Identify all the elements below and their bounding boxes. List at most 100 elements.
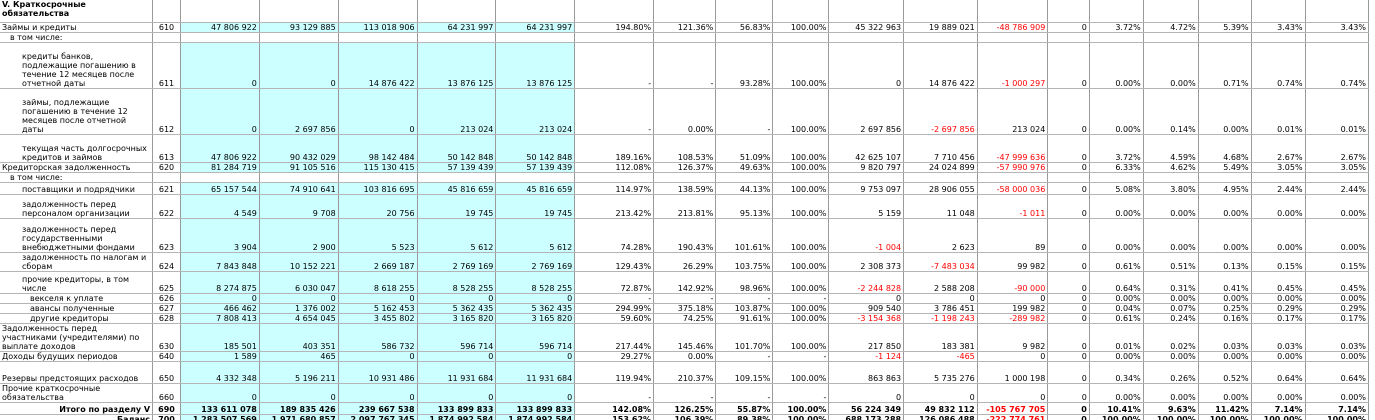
value-cell[interactable]: 4 549	[180, 194, 260, 219]
value-cell[interactable]: 0.00%	[1198, 383, 1252, 403]
value-cell[interactable]: 142.08%	[574, 401, 655, 415]
empty-cell[interactable]	[338, 172, 418, 183]
value-cell[interactable]: 863 863	[828, 361, 905, 384]
value-cell[interactable]: 145.46%	[653, 323, 717, 352]
value-cell[interactable]: 5.39%	[1198, 22, 1252, 33]
value-cell[interactable]: 0.45%	[1305, 271, 1370, 294]
value-cell[interactable]: 6.33%	[1089, 162, 1144, 173]
value-cell[interactable]: 113 018 906	[338, 22, 418, 33]
empty-cell[interactable]	[259, 32, 339, 43]
value-cell[interactable]: 100.00%	[772, 271, 830, 294]
value-cell[interactable]: -	[574, 42, 655, 89]
value-cell[interactable]: 0	[828, 383, 905, 403]
empty-cell[interactable]	[828, 172, 905, 183]
value-cell[interactable]: 3 165 820	[417, 313, 497, 324]
value-cell[interactable]: 0.29%	[1251, 303, 1306, 314]
value-cell[interactable]: 101.61%	[715, 218, 774, 253]
value-cell[interactable]: 65 157 544	[180, 182, 260, 195]
value-cell[interactable]: -2 244 828	[828, 271, 905, 294]
value-cell[interactable]: 7.14%	[1251, 401, 1306, 415]
value-cell[interactable]: 91.61%	[715, 313, 774, 324]
value-cell[interactable]: -1 011	[977, 194, 1049, 219]
value-cell[interactable]: 190.43%	[653, 218, 717, 253]
value-cell[interactable]: 91 105 516	[259, 162, 339, 173]
value-cell[interactable]: 0	[903, 293, 978, 304]
value-cell[interactable]: 0.64%	[1305, 361, 1370, 384]
value-cell[interactable]: 112.08%	[574, 162, 655, 173]
value-cell[interactable]: -222 774 761	[977, 414, 1049, 420]
value-cell[interactable]: -48 786 909	[977, 22, 1049, 33]
value-cell[interactable]: 100.00%	[1305, 414, 1370, 420]
value-cell[interactable]: 126.25%	[653, 401, 717, 415]
value-cell[interactable]: 10.41%	[1089, 401, 1144, 415]
value-cell[interactable]: 183 381	[903, 323, 978, 352]
empty-cell[interactable]	[1047, 32, 1090, 43]
value-cell[interactable]: 59.60%	[574, 313, 655, 324]
value-cell[interactable]: 2 697 856	[259, 88, 339, 135]
value-cell[interactable]: -465	[903, 351, 978, 362]
value-cell[interactable]: 49 832 112	[903, 401, 978, 415]
value-cell[interactable]: 0.74%	[1305, 42, 1370, 89]
empty-cell[interactable]	[828, 32, 905, 43]
value-cell[interactable]: 42 625 107	[828, 134, 905, 163]
value-cell[interactable]: 26.29%	[653, 252, 717, 272]
value-cell[interactable]: 0.07%	[1143, 303, 1199, 314]
value-cell[interactable]: 133 899 833	[417, 401, 497, 415]
value-cell[interactable]: 0	[1047, 252, 1090, 272]
value-cell[interactable]: 57 139 439	[417, 162, 497, 173]
value-cell[interactable]: 0.51%	[1143, 252, 1199, 272]
value-cell[interactable]: 0.00%	[1143, 293, 1199, 304]
value-cell[interactable]: 24 024 899	[903, 162, 978, 173]
value-cell[interactable]: 2.44%	[1305, 182, 1370, 195]
value-cell[interactable]: 0.01%	[1089, 323, 1144, 352]
value-cell[interactable]: 194.80%	[574, 22, 655, 33]
value-cell[interactable]: 0	[1047, 22, 1090, 33]
value-cell[interactable]: 74.25%	[653, 313, 717, 324]
value-cell[interactable]: 217.44%	[574, 323, 655, 352]
value-cell[interactable]: 100.00%	[772, 414, 830, 420]
value-cell[interactable]: 3.43%	[1251, 22, 1306, 33]
empty-cell[interactable]	[1089, 32, 1144, 43]
value-cell[interactable]: 0.14%	[1143, 88, 1199, 135]
value-cell[interactable]: 5 612	[417, 218, 497, 253]
value-cell[interactable]: 72.87%	[574, 271, 655, 294]
value-cell[interactable]: 56.83%	[715, 22, 774, 33]
value-cell[interactable]: 0.00%	[1143, 351, 1199, 362]
value-cell[interactable]: 45 816 659	[495, 182, 576, 195]
value-cell[interactable]: 81 284 719	[180, 162, 260, 173]
value-cell[interactable]: 0.64%	[1089, 271, 1144, 294]
value-cell[interactable]: 100.00%	[772, 134, 830, 163]
value-cell[interactable]: 3 165 820	[495, 313, 576, 324]
value-cell[interactable]: 0	[1047, 313, 1090, 324]
value-cell[interactable]: 0.16%	[1198, 313, 1252, 324]
value-cell[interactable]: -	[715, 383, 774, 403]
value-cell[interactable]: 0.34%	[1089, 361, 1144, 384]
value-cell[interactable]: 0	[903, 383, 978, 403]
empty-cell[interactable]	[1143, 172, 1199, 183]
value-cell[interactable]: 0	[180, 383, 260, 403]
value-cell[interactable]: 98 142 484	[338, 134, 418, 163]
value-cell[interactable]: -	[715, 293, 774, 304]
value-cell[interactable]: 0.00%	[1198, 293, 1252, 304]
empty-cell[interactable]	[495, 172, 576, 183]
value-cell[interactable]: 14 876 422	[338, 42, 418, 89]
value-cell[interactable]: 100.00%	[772, 401, 830, 415]
value-cell[interactable]: 596 714	[417, 323, 497, 352]
value-cell[interactable]: 0.52%	[1198, 361, 1252, 384]
value-cell[interactable]: 56 224 349	[828, 401, 905, 415]
value-cell[interactable]: 0.01%	[1305, 88, 1370, 135]
value-cell[interactable]: 5 196 211	[259, 361, 339, 384]
value-cell[interactable]: 11.42%	[1198, 401, 1252, 415]
value-cell[interactable]: 0	[338, 88, 418, 135]
value-cell[interactable]: 0	[417, 351, 497, 362]
value-cell[interactable]: 0	[495, 351, 576, 362]
value-cell[interactable]: 0	[180, 293, 260, 304]
value-cell[interactable]: 5 612	[495, 218, 576, 253]
value-cell[interactable]: 103 816 695	[338, 182, 418, 195]
value-cell[interactable]: 100.00%	[772, 313, 830, 324]
value-cell[interactable]: 199 982	[977, 303, 1049, 314]
value-cell[interactable]: 0.00%	[1251, 218, 1306, 253]
value-cell[interactable]: -2 697 856	[903, 88, 978, 135]
value-cell[interactable]: 64 231 997	[417, 22, 497, 33]
value-cell[interactable]: 0	[977, 293, 1049, 304]
